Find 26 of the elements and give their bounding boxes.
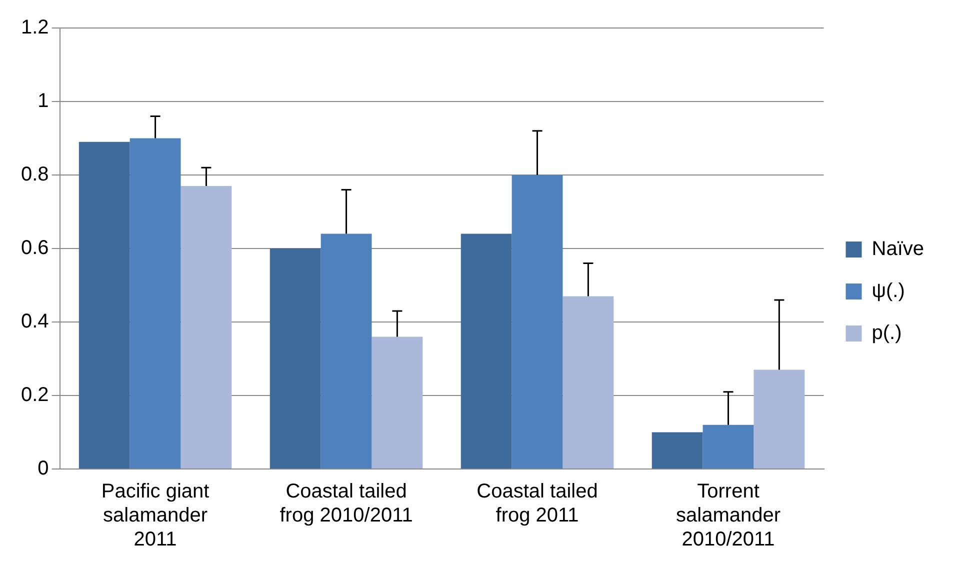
bar <box>652 432 703 468</box>
x-tick-label: Torrent salamander 2010/2011 <box>676 480 781 551</box>
x-tick-label: Coastal tailed frog 2011 <box>476 480 598 527</box>
bar <box>320 234 372 468</box>
y-tick-label: 0 <box>38 458 49 480</box>
bar <box>460 234 512 468</box>
bar <box>270 248 321 468</box>
bar <box>754 370 805 468</box>
bar <box>512 175 563 468</box>
bar <box>180 186 232 468</box>
bar <box>372 336 423 468</box>
y-tick-label: 1.2 <box>20 16 49 39</box>
legend-label: Naïve <box>872 238 924 260</box>
bar <box>130 138 181 468</box>
y-tick-label: 0.6 <box>20 237 49 260</box>
y-tick-label: 0.4 <box>20 310 49 333</box>
y-tick-label: 0.8 <box>20 164 49 186</box>
x-tick-label: Coastal tailed frog 2010/2011 <box>280 480 413 527</box>
x-tick-label: Pacific giant salamander 2011 <box>101 480 210 551</box>
bar <box>562 296 614 468</box>
y-tick-label: 1 <box>38 90 49 112</box>
legend-label: p(.) <box>872 322 902 344</box>
bar <box>702 424 754 468</box>
y-tick-label: 0.2 <box>20 384 49 406</box>
legend-label: ψ(.) <box>872 280 905 302</box>
bar <box>78 142 130 468</box>
